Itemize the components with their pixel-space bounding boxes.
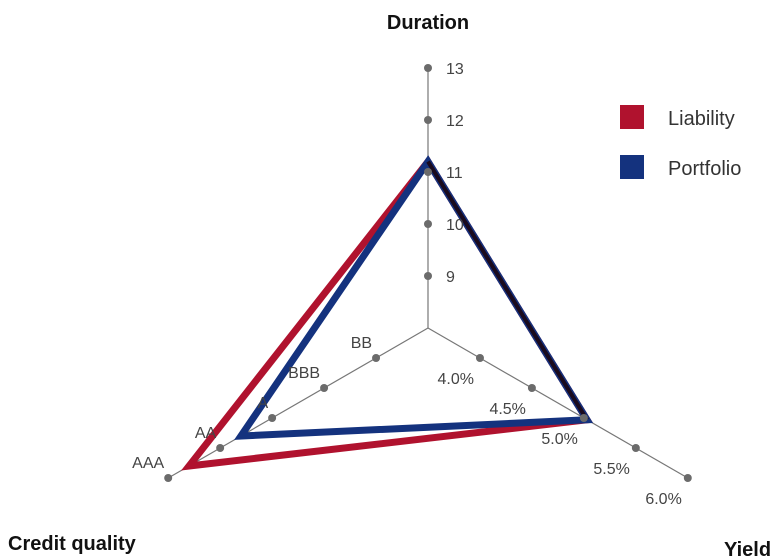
shared-edge-overlay <box>426 160 589 421</box>
axis-line-2 <box>167 327 429 479</box>
tick-dot <box>424 168 432 176</box>
tick-label: A <box>257 395 268 412</box>
tick-label: 4.0% <box>437 371 473 388</box>
tick-label: 11 <box>446 165 463 182</box>
tick-label: 13 <box>446 61 464 78</box>
axis-line-1 <box>427 327 689 479</box>
tick-dot <box>320 384 329 392</box>
axes-layer <box>167 68 689 479</box>
tick-dot <box>683 474 692 482</box>
tick-label: 5.5% <box>593 461 629 478</box>
tick-dot <box>268 414 277 422</box>
legend: Liability Portfolio <box>620 105 741 180</box>
tick-label: 6.0% <box>645 491 681 508</box>
tick-dot <box>216 444 225 452</box>
tick-dot <box>424 64 432 72</box>
tick-label: 12 <box>446 113 464 130</box>
axis-title-credit-quality: Credit quality <box>8 533 137 555</box>
legend-swatch-liability <box>620 105 644 129</box>
tick-dot <box>372 354 381 362</box>
legend-label-liability: Liability <box>668 108 735 130</box>
tick-label: AAA <box>132 455 164 472</box>
tick-label: BB <box>351 335 372 352</box>
tick-dot <box>475 354 484 362</box>
axis-title-yield: Yield <box>724 539 771 557</box>
tick-label: 9 <box>446 269 455 286</box>
axis-title-duration: Duration <box>387 12 469 34</box>
tick-dot <box>579 414 588 422</box>
tick-label: 5.0% <box>541 431 577 448</box>
tick-dot <box>424 220 432 228</box>
tick-label: 4.5% <box>489 401 525 418</box>
tick-dot <box>631 444 640 452</box>
tick-label: BBB <box>288 365 320 382</box>
legend-swatch-portfolio <box>620 155 644 179</box>
tick-dot <box>424 272 432 280</box>
series-layer <box>181 155 594 471</box>
tick-dot <box>164 474 173 482</box>
tick-dot <box>424 116 432 124</box>
legend-label-portfolio: Portfolio <box>668 158 741 180</box>
tick-label: AA <box>195 425 217 442</box>
series-portfolio <box>234 155 594 440</box>
tick-label: 10 <box>446 217 464 234</box>
tick-dot <box>527 384 536 392</box>
